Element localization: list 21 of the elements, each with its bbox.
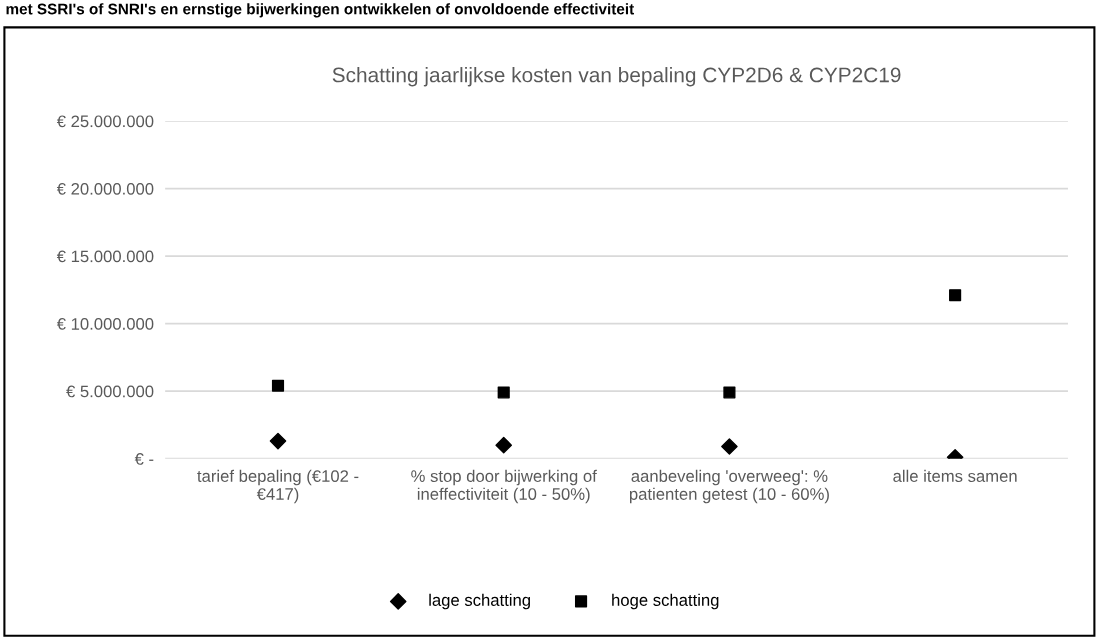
legend-label: hoge schatting [612,593,719,610]
point [723,386,736,399]
y-tick-label: € - [134,453,154,465]
x-tick-label: alle items samen [893,469,1017,482]
point [949,289,962,302]
x-tick-label: tarief bepaling (€102 - €417) [197,469,359,504]
point [497,386,510,399]
y-tick-label: € 5.000.000 [66,385,154,398]
point [721,438,738,455]
point [269,432,287,450]
y-tick-label: € 10.000.000 [56,318,154,330]
x-tick-label: aanbeveling 'overweeg': % patienten getest (10 - 60%) [629,469,829,504]
y-tick-label: € 20.000.000 [56,182,154,195]
legend-label: lage schatting [429,593,530,610]
x-tick-label: % stop door bijwerking of ineffectiviteit (10 - 50%) [411,469,597,504]
y-tick-label: € 25.000.000 [56,115,154,128]
point [271,379,285,392]
y-tick-label: € 15.000.000 [56,250,154,263]
text: met SSRI's of SNRI's en ernstige bijwerkingen ontwikkelen of onvoldoende effectiviteit [6,3,634,18]
chart-title: Schatting jaarlijkse kosten van bepaling CYP2D6 & CYP2C19 [332,67,901,87]
point [495,436,513,454]
